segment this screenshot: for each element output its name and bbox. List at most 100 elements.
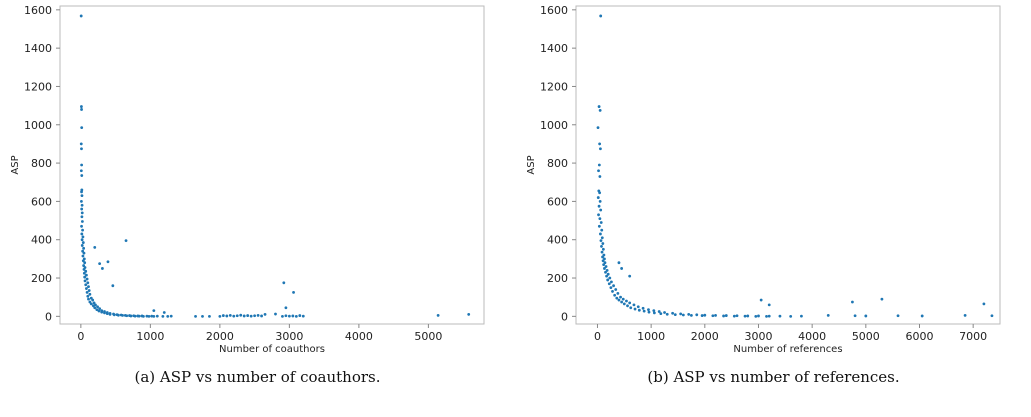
data-point bbox=[155, 314, 159, 318]
data-point bbox=[80, 174, 84, 177]
data-point bbox=[287, 314, 291, 318]
x-tick-label: 2000 bbox=[206, 330, 234, 343]
data-point bbox=[665, 312, 669, 316]
data-point bbox=[133, 314, 137, 318]
data-point bbox=[599, 221, 603, 224]
data-point bbox=[124, 239, 128, 243]
data-point bbox=[150, 314, 154, 318]
data-point bbox=[732, 314, 736, 318]
data-point bbox=[679, 312, 683, 316]
data-point bbox=[637, 308, 641, 312]
data-point bbox=[596, 126, 600, 130]
scatter-chart-references: 0 1000 2000 3000 4000 5000 6000 7000 0 200 400 600 8… bbox=[526, 4, 1001, 355]
data-point bbox=[91, 304, 95, 308]
data-point bbox=[80, 108, 83, 111]
data-point bbox=[636, 305, 640, 309]
data-point bbox=[714, 313, 717, 317]
data-point bbox=[225, 314, 229, 318]
data-point bbox=[89, 302, 93, 306]
data-point bbox=[221, 314, 225, 317]
data-point bbox=[80, 200, 83, 203]
data-point bbox=[598, 200, 602, 203]
data-point bbox=[82, 246, 86, 250]
data-point bbox=[96, 305, 99, 309]
data-point bbox=[880, 297, 884, 301]
y-tick-label: 1000 bbox=[24, 119, 52, 132]
data-point bbox=[722, 314, 725, 318]
data-point bbox=[604, 265, 608, 268]
data-point bbox=[97, 309, 101, 313]
data-point bbox=[80, 163, 84, 167]
x-tick-label: 3000 bbox=[744, 330, 772, 343]
data-point bbox=[598, 175, 602, 178]
data-point bbox=[920, 314, 924, 318]
data-point bbox=[599, 239, 603, 243]
data-point bbox=[759, 298, 763, 302]
data-point bbox=[91, 298, 95, 302]
y-tick-label: 0 bbox=[561, 310, 568, 323]
data-point bbox=[80, 244, 84, 247]
plot-frame bbox=[59, 5, 485, 325]
data-point bbox=[95, 308, 99, 312]
data-point bbox=[152, 309, 156, 312]
y-tick-label: 1600 bbox=[24, 4, 52, 17]
data-point bbox=[80, 126, 84, 130]
data-point bbox=[81, 235, 85, 239]
y-tick-label: 1600 bbox=[540, 4, 568, 17]
data-point bbox=[601, 255, 604, 259]
y-tick-label: 1400 bbox=[540, 42, 568, 55]
data-point bbox=[597, 204, 601, 208]
caption-coauthors: (a) ASP vs number of coauthors. bbox=[134, 368, 381, 386]
data-point bbox=[687, 313, 691, 316]
data-point bbox=[689, 313, 693, 317]
y-tick-label: 0 bbox=[45, 310, 52, 323]
caption-references: (b) ASP vs number of references. bbox=[647, 368, 900, 386]
data-point bbox=[94, 303, 97, 307]
data-point bbox=[826, 313, 830, 317]
data-point bbox=[101, 267, 104, 270]
data-point bbox=[169, 314, 173, 318]
data-point bbox=[622, 302, 626, 306]
y-tick-label: 1200 bbox=[540, 80, 568, 93]
data-point bbox=[601, 242, 605, 245]
data-point bbox=[111, 284, 115, 288]
data-point bbox=[642, 309, 646, 313]
data-point bbox=[605, 268, 609, 272]
data-point bbox=[80, 147, 83, 151]
data-point bbox=[681, 313, 685, 317]
data-point bbox=[982, 302, 986, 306]
data-point bbox=[602, 263, 606, 267]
data-point bbox=[87, 285, 90, 289]
data-point bbox=[98, 262, 102, 266]
x-tick-label: 4000 bbox=[345, 330, 373, 343]
data-point bbox=[93, 306, 97, 310]
data-point bbox=[79, 14, 83, 18]
plot-frame bbox=[575, 5, 1001, 325]
data-point bbox=[597, 224, 601, 228]
data-point bbox=[598, 217, 602, 221]
data-points bbox=[79, 14, 471, 318]
x-tick-label: 0 bbox=[594, 330, 601, 343]
data-point bbox=[228, 313, 232, 317]
scatter-chart-coauthors: 0 1000 2000 3000 4000 5000 0 200 400 600 800 1000 12… bbox=[10, 4, 485, 355]
data-point bbox=[896, 314, 900, 318]
data-point bbox=[436, 313, 440, 317]
data-point bbox=[609, 286, 613, 289]
data-point bbox=[93, 245, 97, 249]
data-point bbox=[597, 105, 601, 108]
data-point bbox=[86, 294, 90, 298]
data-point bbox=[137, 314, 141, 318]
data-point bbox=[612, 284, 615, 288]
data-point bbox=[620, 267, 624, 270]
y-tick-label: 600 bbox=[31, 195, 52, 208]
data-point bbox=[467, 313, 471, 316]
data-point bbox=[294, 314, 298, 318]
data-point bbox=[80, 203, 84, 207]
data-point bbox=[112, 313, 116, 317]
data-point bbox=[246, 314, 250, 317]
data-point bbox=[601, 259, 605, 263]
data-point bbox=[284, 314, 288, 318]
x-tick-label: 5000 bbox=[852, 330, 880, 343]
data-point bbox=[659, 312, 663, 316]
data-point bbox=[260, 314, 263, 318]
